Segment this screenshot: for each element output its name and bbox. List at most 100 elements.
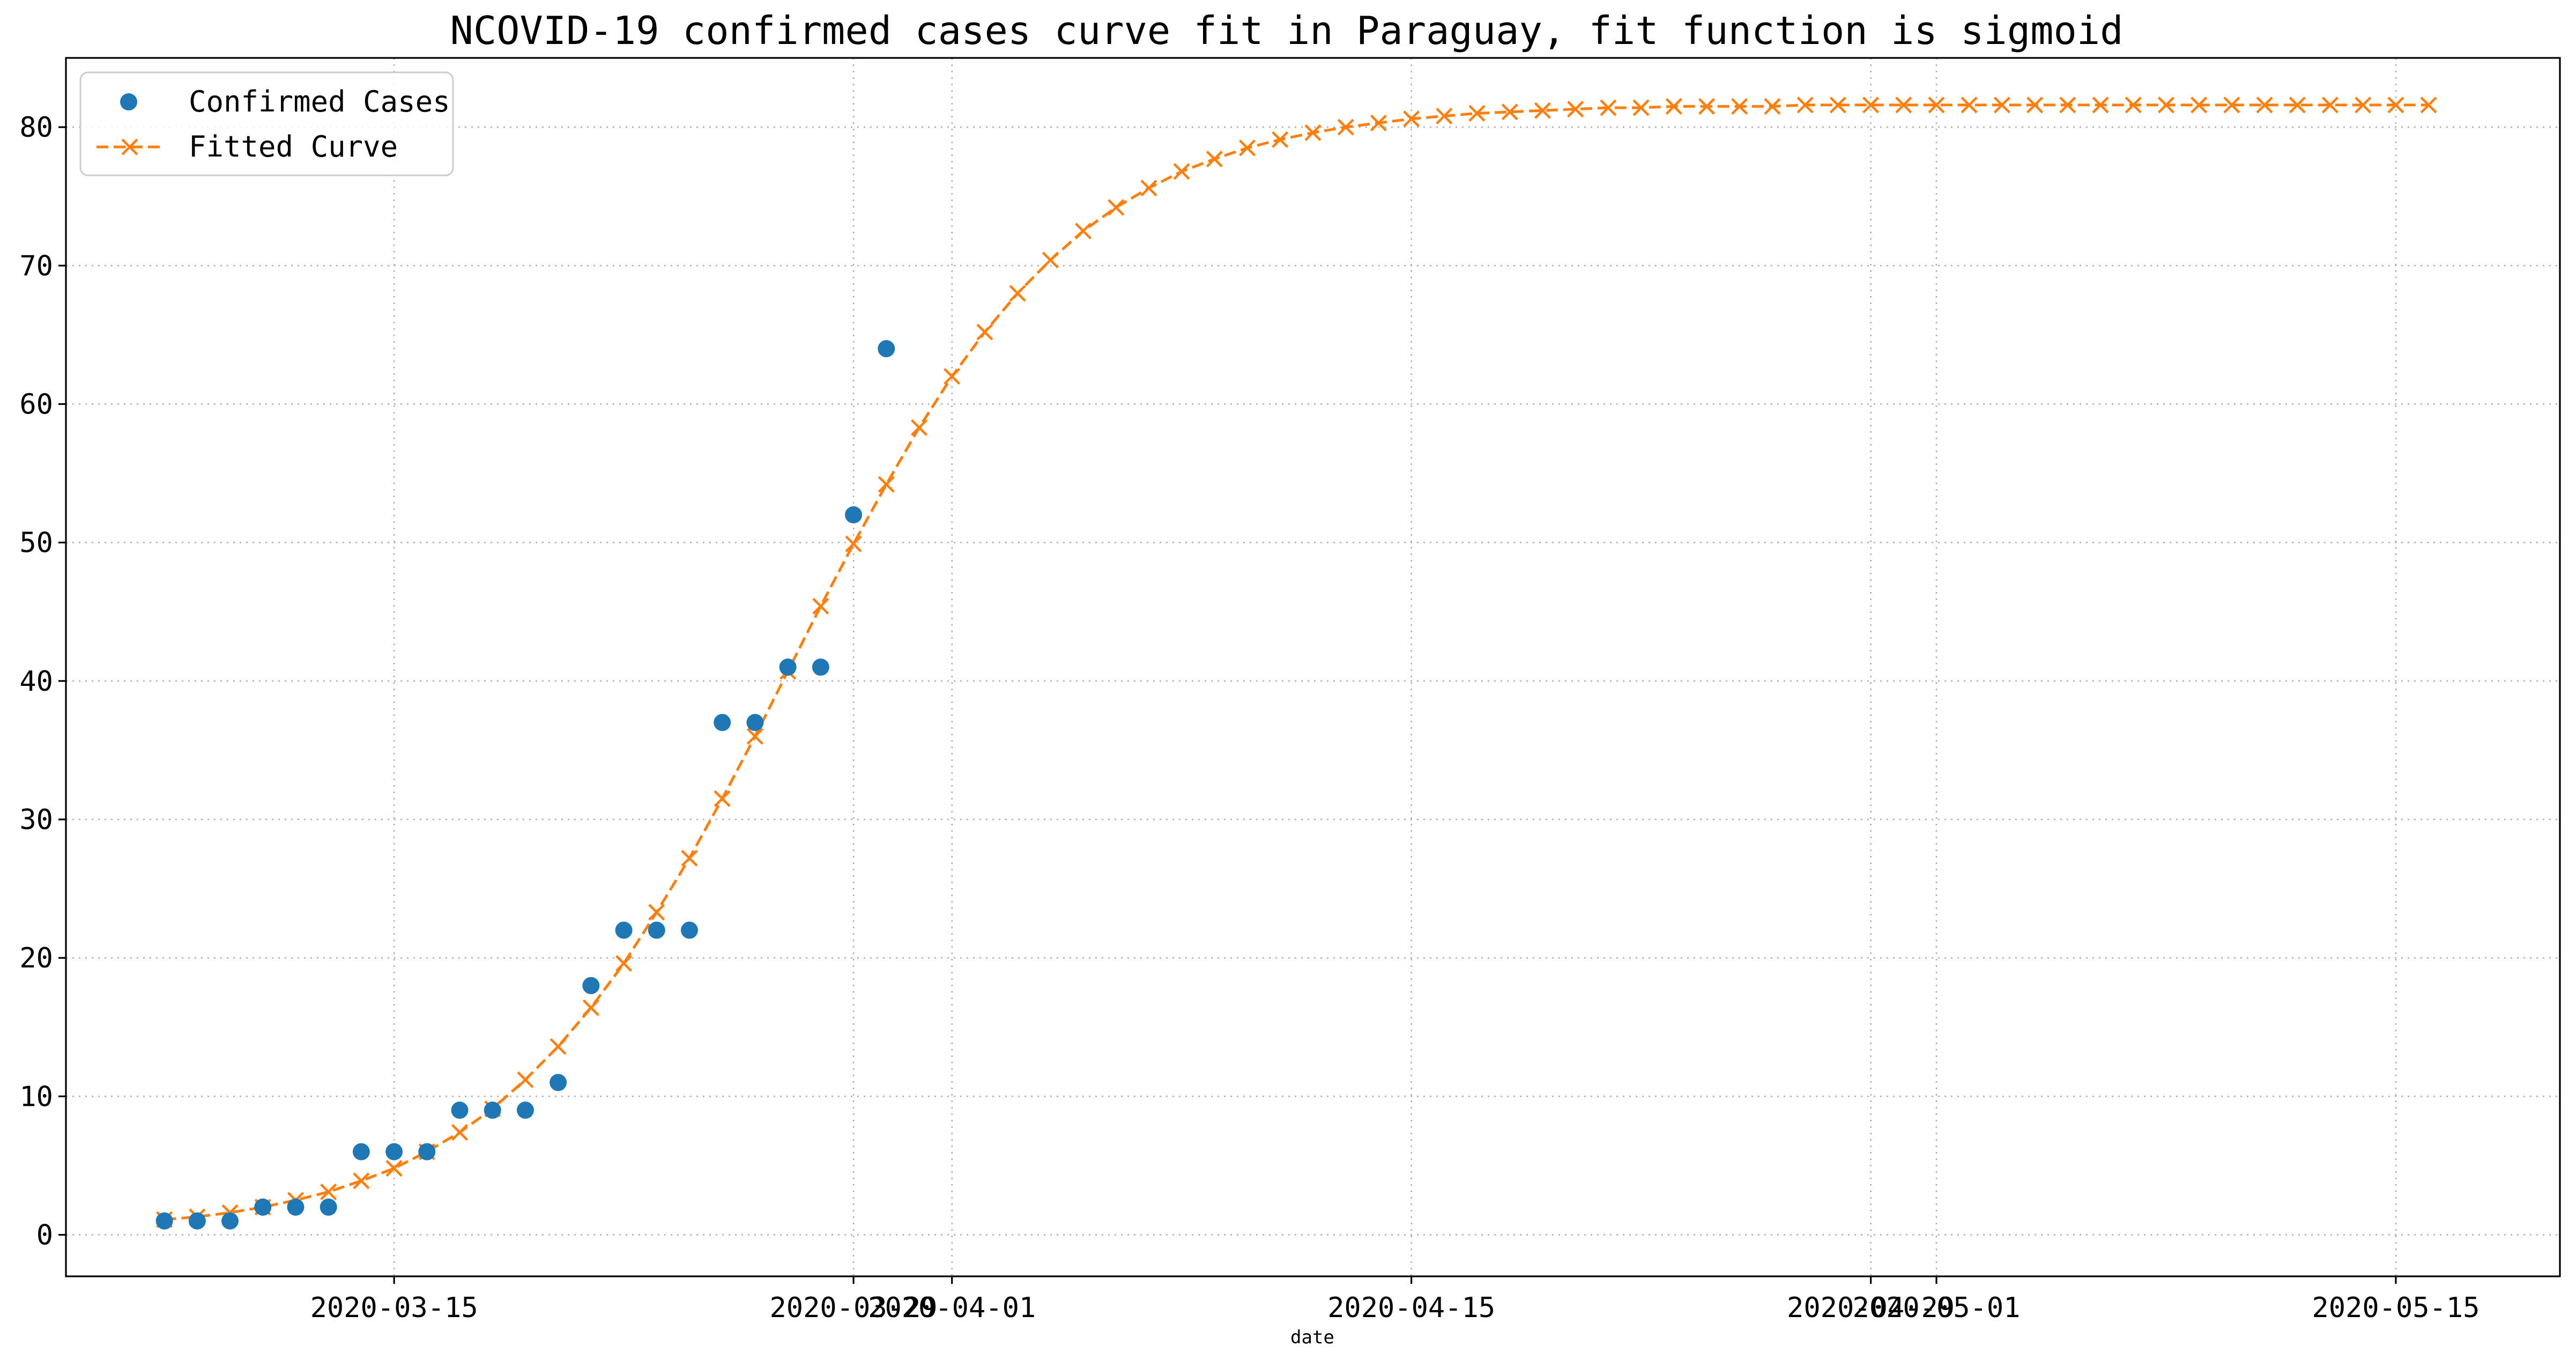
fitted-curve-point xyxy=(517,1071,534,1088)
fitted-curve-point xyxy=(451,1124,469,1141)
fitted-curve-point xyxy=(1468,105,1486,122)
fitted-curve-point xyxy=(615,955,633,972)
y-tick-label: 70 xyxy=(19,250,53,282)
legend-label-fitted-curve: Fitted Curve xyxy=(189,130,398,164)
fitted-curve-point xyxy=(1862,97,1880,114)
confirmed-case-point xyxy=(615,921,633,939)
legend-box xyxy=(79,71,454,176)
confirmed-case-point xyxy=(550,1074,567,1091)
confirmed-case-point xyxy=(385,1143,403,1161)
fitted-curve-point xyxy=(1796,97,1814,114)
fitted-curve-point xyxy=(1272,131,1289,148)
y-tick-label: 60 xyxy=(19,388,53,420)
fitted-curve-point xyxy=(2355,97,2372,114)
confirmed-case-point xyxy=(188,1212,206,1230)
fitted-curve-point xyxy=(353,1172,370,1189)
legend-label-confirmed-cases: Confirmed Cases xyxy=(189,85,450,119)
confirmed-case-point xyxy=(681,921,698,939)
x-tick-label: 2020-04-15 xyxy=(1327,1292,1495,1324)
fitted-curve-point xyxy=(1534,102,1551,119)
fitted-curve-point xyxy=(648,904,665,921)
fitted-curve-point xyxy=(320,1183,337,1201)
fitted-curve-point xyxy=(1206,150,1223,168)
fitted-curve-point xyxy=(550,1038,567,1055)
fitted-curve-point xyxy=(910,419,928,436)
x-axis-label: date xyxy=(1290,1327,1334,1348)
confirmed-case-point xyxy=(254,1198,272,1216)
fitted-curve-point xyxy=(1140,180,1157,197)
chart-title: NCOVID-19 confirmed cases curve fit in P… xyxy=(450,8,2123,53)
fitted-curve-point xyxy=(1928,97,1945,114)
fitted-curve-point xyxy=(1632,99,1650,116)
fitted-curve-point xyxy=(1895,97,1912,114)
fitted-curve-point xyxy=(1961,97,1978,114)
confirmed-case-point xyxy=(746,714,764,731)
fitted-curve-point xyxy=(2157,97,2175,114)
confirmed-case-point xyxy=(516,1102,534,1119)
confirmed-case-point xyxy=(418,1143,436,1161)
fitted-curve-point xyxy=(845,535,862,552)
confirmed-case-point xyxy=(484,1102,501,1119)
confirmed-case-point xyxy=(779,659,797,676)
fitted-curve-point xyxy=(1829,97,1846,114)
fitted-curve-point xyxy=(582,999,599,1016)
y-tick-label: 0 xyxy=(36,1219,53,1252)
fitted-curve-point xyxy=(2092,97,2109,114)
fitted-curve-point xyxy=(1731,98,1748,115)
fitted-curve-point xyxy=(2420,97,2437,114)
fitted-curve-point xyxy=(944,368,961,385)
confirmed-case-point xyxy=(451,1102,469,1119)
confirmed-case-point xyxy=(155,1212,173,1230)
fitted-curve-point xyxy=(1173,163,1190,180)
fitted-curve-point xyxy=(1009,285,1026,302)
fitted-curve-point xyxy=(2321,97,2339,114)
fitted-curve-point xyxy=(714,790,731,807)
legend: Confirmed Cases Fitted Curve xyxy=(79,71,454,176)
fitted-curve-point xyxy=(681,849,698,867)
confirmed-case-point xyxy=(582,977,600,994)
axes-frame xyxy=(65,57,2561,1277)
confirmed-case-point xyxy=(352,1143,370,1161)
fitted-curve-point xyxy=(2125,97,2142,114)
fitted-curve-point xyxy=(1567,100,1584,118)
fitted-curve-point xyxy=(1665,98,1682,115)
fitted-curve-point xyxy=(1238,139,1256,157)
fitted-curve-point xyxy=(1600,99,1617,116)
x-tick-label: 2020-04-01 xyxy=(868,1292,1036,1324)
fitted-curve-point xyxy=(976,323,993,341)
fitted-curve-point xyxy=(2256,97,2273,114)
confirmed-case-point xyxy=(221,1212,239,1230)
fitted-curve-point xyxy=(1403,110,1420,128)
fitted-curve-point xyxy=(385,1160,403,1177)
y-tick-label: 40 xyxy=(19,666,53,698)
fitted-curve-line xyxy=(164,104,2429,1221)
fitted-curve-point xyxy=(2059,97,2076,114)
x-tick-label: 2020-03-15 xyxy=(310,1292,478,1324)
confirmed-case-point xyxy=(320,1198,337,1216)
fitted-curve-point xyxy=(1304,124,1322,142)
fitted-curve-point xyxy=(1370,114,1387,131)
x-tick-label: 2020-04-29 xyxy=(1787,1292,1955,1324)
fitted-curve-point xyxy=(2191,97,2208,114)
x-tick-label: 2020-03-29 xyxy=(770,1292,938,1324)
y-tick-label: 50 xyxy=(19,527,53,559)
y-tick-label: 30 xyxy=(19,804,53,836)
fitted-curve-point xyxy=(1074,223,1092,240)
y-tick-label: 20 xyxy=(19,942,53,974)
confirmed-case-point xyxy=(845,506,863,523)
fitted-curve-point xyxy=(2387,97,2404,114)
legend-marker-confirmed-cases xyxy=(120,93,137,110)
x-tick-label: 2020-05-01 xyxy=(1852,1292,2020,1324)
fitted-curve-point xyxy=(1436,107,1453,125)
fitted-curve-point xyxy=(746,728,764,745)
fitted-curve-point xyxy=(1764,98,1781,115)
fitted-curve-point xyxy=(1698,98,1716,115)
grid xyxy=(66,58,2560,1276)
fitted-curve-point xyxy=(1337,119,1354,136)
legend-marker-fitted-curve xyxy=(121,138,138,156)
fitted-curve-point xyxy=(2289,97,2306,114)
confirmed-case-point xyxy=(714,714,731,731)
fitted-curve-point xyxy=(1042,252,1059,269)
